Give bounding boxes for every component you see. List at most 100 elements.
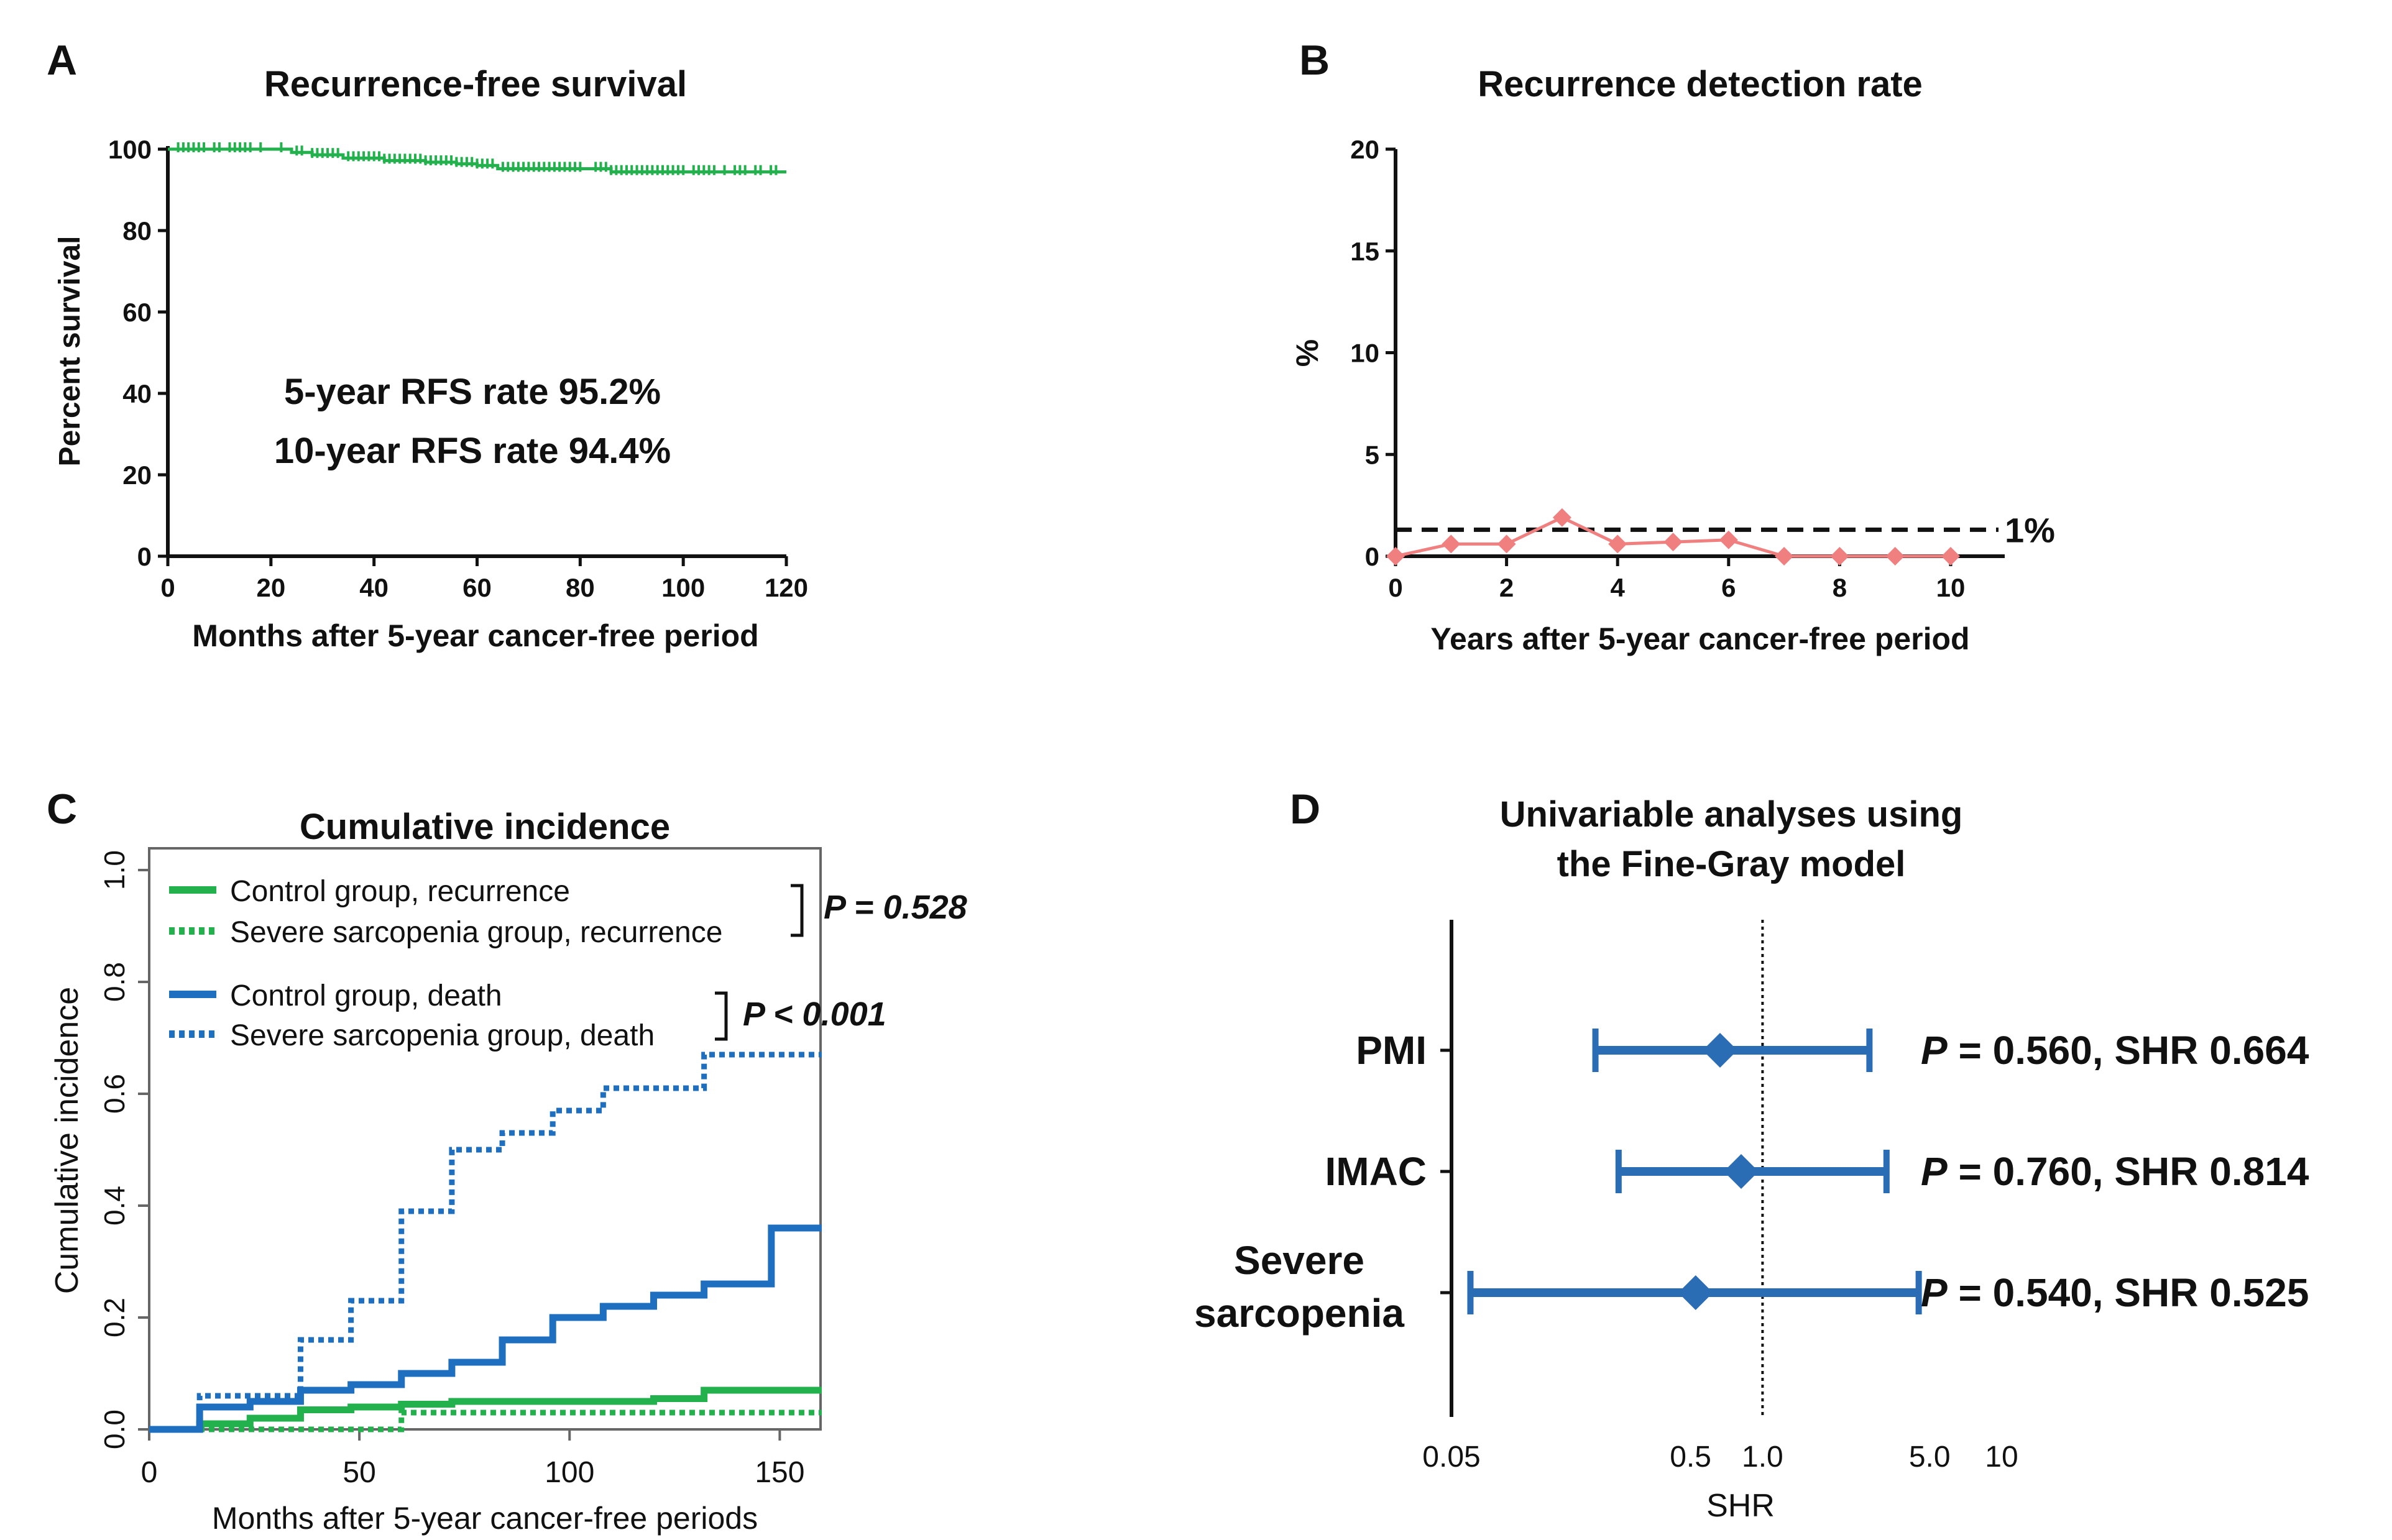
- a-ytick-label: 80: [122, 216, 152, 245]
- c-ytick-label: 0.6: [98, 1074, 131, 1114]
- c-ytick-label: 0.2: [98, 1298, 131, 1337]
- d-row-label-line-2: sarcopenia: [1194, 1291, 1404, 1336]
- b-xtick-label: 0: [1388, 573, 1402, 602]
- d-xtick-label: 0.5: [1670, 1441, 1711, 1474]
- b-rate-point: [1941, 547, 1960, 566]
- b-rate-point: [1608, 534, 1627, 554]
- d-estimate-marker: [1724, 1154, 1759, 1189]
- a-xtick-label: 120: [765, 573, 808, 602]
- c-xtick-label: 50: [343, 1456, 375, 1489]
- b-rate-point: [1830, 547, 1849, 566]
- c-xtick-label: 0: [141, 1456, 158, 1489]
- panel-c-plot-frame: [148, 847, 822, 1431]
- b-rate-point: [1386, 547, 1405, 566]
- d-estimate-marker: [1678, 1275, 1713, 1310]
- c-curve-1: [149, 1409, 822, 1432]
- legend-label-sarcopenia-recurrence: Severe sarcopenia group, recurrence: [230, 916, 722, 949]
- d-row-annotation: P = 0.540, SHR 0.525: [1921, 1270, 2309, 1315]
- d-estimate-marker: [1702, 1033, 1737, 1068]
- panel-a-annotation-10yr: 10-year RFS rate 94.4%: [274, 431, 671, 471]
- a-xtick-label: 60: [462, 573, 492, 602]
- legend-label-control-recurrence: Control group, recurrence: [230, 875, 570, 908]
- b-ytick-label: 15: [1350, 237, 1379, 266]
- panel-b-title: Recurrence detection rate: [1478, 64, 1923, 104]
- d-row: IMAC P = 0.760, SHR 0.814: [1325, 1149, 2309, 1194]
- panel-letter-c: C: [47, 786, 77, 833]
- legend-label-control-death: Control group, death: [230, 979, 502, 1012]
- c-ytick-label: 0.4: [98, 1186, 131, 1226]
- d-row: PMI P = 0.560, SHR 0.664: [1356, 1028, 2309, 1073]
- c-xtick-label: 100: [545, 1456, 594, 1489]
- panel-b-y-label: %: [1290, 339, 1325, 367]
- panel-c-legend: Control group, recurrence Severe sarcope…: [159, 864, 967, 1052]
- panel-a-title: Recurrence-free survival: [264, 64, 687, 104]
- c-curve-3: [149, 1052, 822, 1432]
- bracket-recurrence: [791, 884, 804, 937]
- b-rate-point: [1775, 547, 1794, 566]
- d-row-label: PMI: [1356, 1028, 1427, 1073]
- panel-a-x-label: Months after 5-year cancer-free period: [192, 618, 758, 653]
- b-ytick-label: 0: [1365, 542, 1379, 571]
- a-xtick-label: 20: [256, 573, 285, 602]
- b-xtick-label: 6: [1721, 573, 1736, 602]
- a-ytick-label: 40: [122, 379, 152, 408]
- a-ytick-label: 0: [137, 542, 152, 571]
- c-ytick-label: 0.8: [98, 962, 131, 1002]
- b-xtick-label: 10: [1936, 573, 1966, 602]
- c-curve-2: [149, 1224, 822, 1433]
- panel-letter-a: A: [47, 37, 77, 84]
- panel-c-y-label: Cumulative incidence: [49, 987, 85, 1294]
- a-ytick-label: 100: [108, 135, 152, 164]
- d-row-label: Severe: [1234, 1238, 1364, 1283]
- b-ytick-label: 5: [1365, 440, 1379, 469]
- d-xtick-label: 10: [1985, 1441, 2018, 1474]
- panel-a: A Recurrence-free survival 020406080100 …: [47, 37, 808, 653]
- a-xtick-label: 40: [359, 573, 389, 602]
- b-xtick-label: 4: [1611, 573, 1626, 602]
- b-rate-point: [1663, 533, 1683, 552]
- b-rate-point: [1719, 530, 1738, 549]
- panel-d: D Univariable analyses using the Fine-Gr…: [1194, 786, 2309, 1524]
- d-row-annotation: P = 0.760, SHR 0.814: [1921, 1149, 2309, 1194]
- d-row-label: IMAC: [1325, 1149, 1427, 1194]
- panel-c-x-label: Months after 5-year cancer-free periods: [212, 1501, 758, 1536]
- d-row-annotation: P = 0.560, SHR 0.664: [1921, 1028, 2309, 1073]
- d-row: Severe sarcopenia P = 0.540, SHR 0.525: [1194, 1238, 2309, 1336]
- b-rate-point: [1497, 534, 1516, 554]
- c-xtick-label: 150: [755, 1456, 804, 1489]
- c-ytick-label: 1.0: [98, 850, 131, 890]
- b-ytick-label: 20: [1350, 135, 1379, 164]
- b-xtick-label: 8: [1833, 573, 1847, 602]
- b-rate-point: [1885, 547, 1905, 566]
- d-xtick-label: 1.0: [1742, 1441, 1783, 1474]
- panel-c: C Cumulative incidence 0.0 0.2 0.4 0.6 0.8 1.…: [47, 786, 967, 1536]
- b-ytick-label: 10: [1350, 339, 1379, 368]
- a-xtick-label: 80: [566, 573, 595, 602]
- b-rate-point: [1552, 508, 1571, 527]
- legend-background: [159, 864, 799, 1050]
- b-reference-label: 1%: [2005, 510, 2055, 549]
- b-rate-point: [1442, 534, 1461, 554]
- a-ytick-label: 20: [122, 461, 152, 490]
- b-xtick-label: 2: [1499, 573, 1514, 602]
- panel-a-y-label: Percent survival: [53, 236, 86, 467]
- p-value-death: P < 0.001: [743, 996, 886, 1033]
- panel-b: B Recurrence detection rate 0 5 10 15 20 0 2 4…: [1290, 37, 2055, 656]
- a-xtick-label: 100: [661, 573, 705, 602]
- bracket-death: [715, 991, 728, 1041]
- panel-b-x-label: Years after 5-year cancer-free period: [1430, 621, 1969, 656]
- c-curve-0: [149, 1386, 822, 1433]
- a-ytick-label: 60: [122, 298, 152, 327]
- panel-d-x-label: SHR: [1706, 1488, 1775, 1524]
- panel-a-annotation-5yr: 5-year RFS rate 95.2%: [284, 372, 661, 412]
- panel-d-title-line-1: Univariable analyses using: [1500, 794, 1963, 835]
- panel-d-title-line-2: the Fine-Gray model: [1557, 844, 1906, 884]
- c-ytick-label: 0.0: [98, 1409, 131, 1449]
- panel-c-title: Cumulative incidence: [300, 807, 670, 847]
- d-xtick-label: 5.0: [1909, 1441, 1951, 1474]
- panel-letter-b: B: [1299, 37, 1330, 84]
- a-xtick-label: 0: [160, 573, 175, 602]
- p-value-recurrence: P = 0.528: [824, 889, 967, 926]
- d-xtick-label: 0.05: [1422, 1441, 1480, 1474]
